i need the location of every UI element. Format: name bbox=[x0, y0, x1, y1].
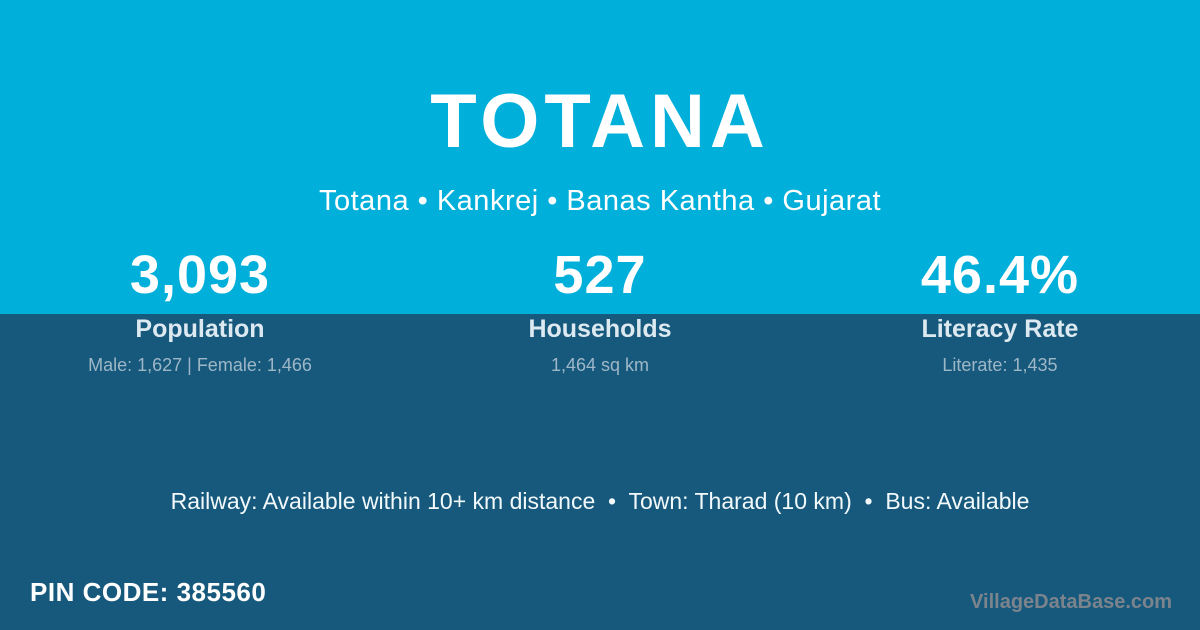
literacy-rate-detail: Literate: 1,435 bbox=[942, 355, 1058, 375]
literacy-rate-value: 46.4% bbox=[920, 245, 1080, 305]
transport-info-line: Railway: Available within 10+ km distanc… bbox=[170, 488, 1030, 514]
households-label: Households bbox=[528, 315, 672, 343]
stat-households: 527 Households 1,464 sq km bbox=[400, 246, 800, 376]
population-label: Population bbox=[135, 315, 265, 343]
pin-code: PIN CODE: 385560 bbox=[30, 577, 267, 607]
households-detail: 1,464 sq km bbox=[550, 355, 649, 375]
watermark-brand: VillageDataBase.com bbox=[970, 591, 1172, 613]
bottom-dark-band bbox=[0, 314, 1200, 630]
population-detail: Male: 1,627 | Female: 1,466 bbox=[88, 355, 312, 375]
households-value: 527 bbox=[553, 245, 647, 305]
literacy-rate-label: Literacy Rate bbox=[921, 315, 1079, 343]
population-value: 3,093 bbox=[129, 245, 271, 305]
stat-population: 3,093 Population Male: 1,627 | Female: 1… bbox=[0, 246, 400, 376]
location-breadcrumb: Totana • Kankrej • Banas Kantha • Gujara… bbox=[319, 185, 881, 217]
village-title: TOTANA bbox=[430, 79, 770, 164]
stats-row: 3,093 Population Male: 1,627 | Female: 1… bbox=[0, 246, 1200, 376]
top-cyan-band bbox=[0, 0, 1200, 314]
stat-literacy-rate: 46.4% Literacy Rate Literate: 1,435 bbox=[800, 246, 1200, 376]
